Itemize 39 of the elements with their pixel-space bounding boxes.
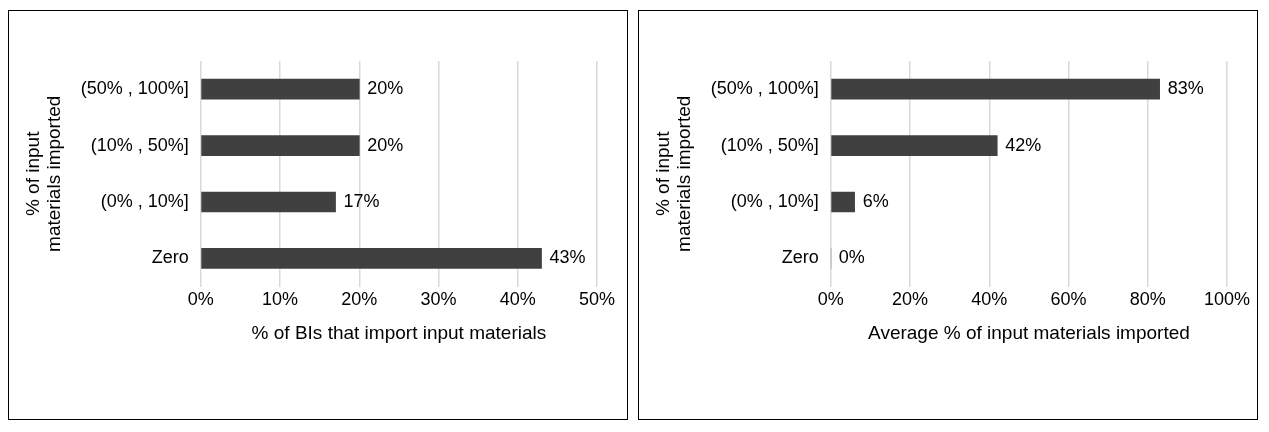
x-tick-label: 80%: [1129, 289, 1166, 310]
y-axis-title: % of input materials imported: [651, 95, 694, 252]
bar: [831, 191, 855, 213]
x-tick-label: 50%: [578, 289, 616, 310]
x-tick-label: 30%: [420, 289, 457, 310]
y-tick-label: (50% , 100%]: [80, 78, 189, 99]
data-label: 83%: [1167, 78, 1204, 99]
y-tick-label: (10% , 50%]: [720, 134, 819, 155]
y-tick-label: (0% , 10%]: [100, 190, 189, 211]
y-tick-label: (50% , 100%]: [710, 78, 819, 99]
bar: [201, 78, 360, 100]
x-tick-label: 20%: [892, 289, 929, 310]
x-tick-label: 20%: [341, 289, 378, 310]
bar: [831, 135, 998, 156]
data-label: 20%: [367, 134, 404, 155]
x-axis-title: Average % of input materials imported: [868, 321, 1190, 343]
data-label: 0%: [838, 247, 865, 268]
data-label: 6%: [862, 190, 889, 211]
data-label: 42%: [1005, 134, 1042, 155]
x-axis-title: % of BIs that import input materials: [251, 321, 547, 343]
y-axis-title: % of input materials imported: [21, 95, 64, 252]
x-tick-label: 40%: [499, 289, 536, 310]
x-tick-label: 0%: [817, 289, 844, 310]
x-tick-label: 60%: [1050, 289, 1087, 310]
x-tick-label: 0%: [187, 289, 214, 310]
bar: [201, 135, 360, 156]
y-tick-label: (0% , 10%]: [730, 190, 819, 211]
y-tick-label: (10% , 50%]: [90, 134, 189, 155]
x-tick-label: 100%: [1203, 289, 1251, 310]
bar: [201, 248, 542, 269]
x-tick-label: 40%: [971, 289, 1008, 310]
data-label: 43%: [549, 247, 586, 268]
data-label: 17%: [343, 190, 380, 211]
bar: [831, 78, 1160, 100]
y-tick-label: Zero: [151, 247, 189, 268]
bar: [201, 191, 336, 213]
y-tick-label: Zero: [781, 247, 819, 268]
data-label: 20%: [367, 78, 404, 99]
x-tick-label: 10%: [262, 289, 299, 310]
